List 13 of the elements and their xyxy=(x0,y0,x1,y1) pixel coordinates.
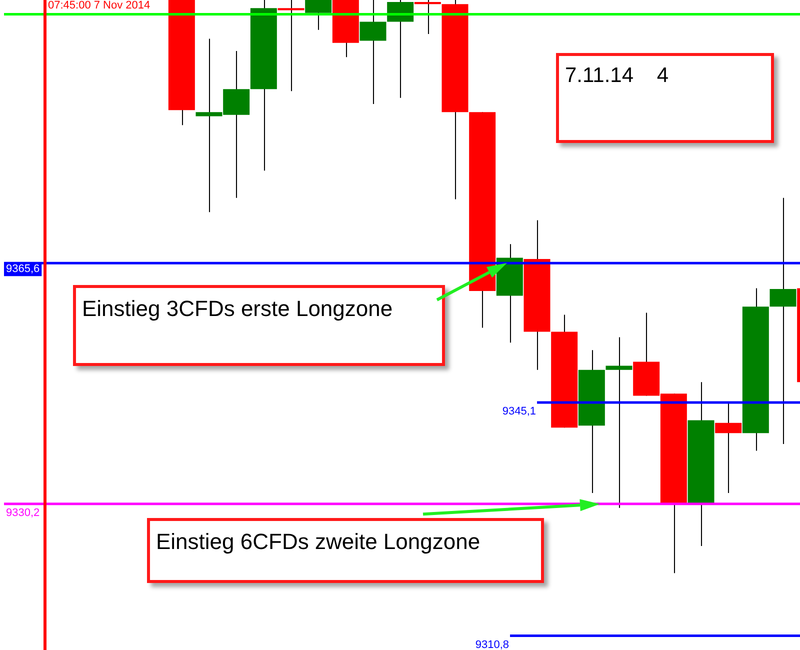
candlestick xyxy=(414,0,441,34)
candlestick xyxy=(715,401,742,494)
ref-line-label: 9330,2 xyxy=(6,506,40,519)
candlestick xyxy=(278,0,304,92)
text-box: Einstieg 6CFDs zweite Longzone xyxy=(147,518,544,583)
annotation: 07:45:00 7 Nov 2014 xyxy=(48,0,150,12)
text-box: Einstieg 3CFDs erste Longzone xyxy=(73,285,445,366)
ref-line-label: 9345,1 xyxy=(502,406,536,418)
candlestick xyxy=(770,197,796,444)
ref-line-label: 9365,6 xyxy=(6,263,40,276)
candlestick xyxy=(606,336,632,508)
ref-line-label: 9310,8 xyxy=(475,638,509,650)
text-box: 7.11.14 4 xyxy=(556,53,774,143)
